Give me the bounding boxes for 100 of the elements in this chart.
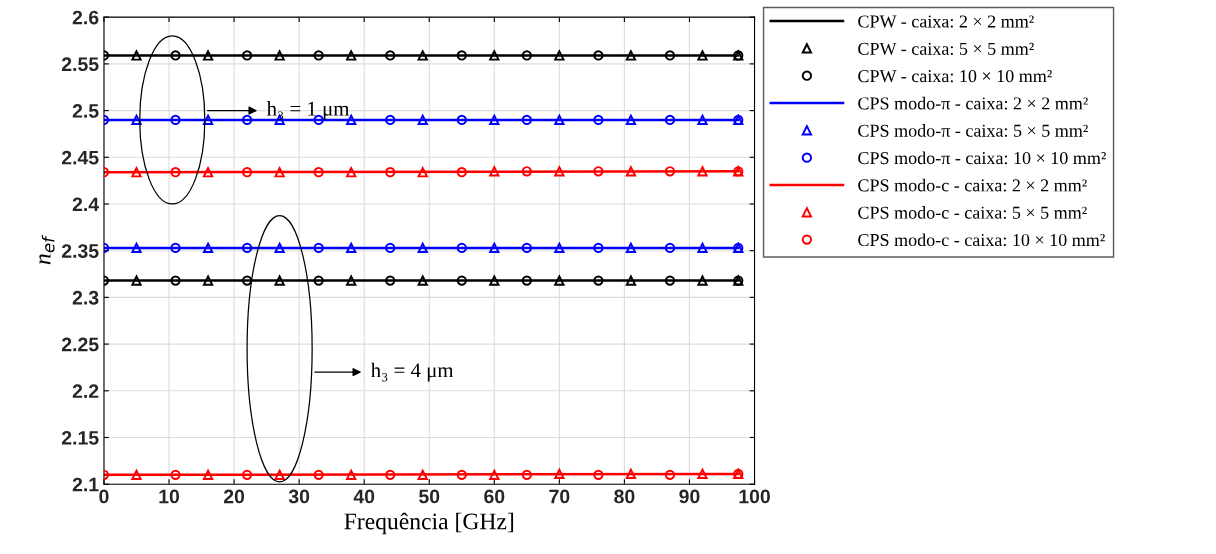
point (131, 50, 142, 61)
point (625, 166, 637, 177)
point (625, 468, 637, 480)
x-tick-label: 80 (614, 489, 635, 504)
point (521, 166, 532, 177)
point (664, 114, 676, 126)
point (489, 275, 500, 286)
point (170, 50, 181, 61)
y-tick-label: 2.5 (72, 104, 99, 118)
y-tick-label: 2.4 (72, 197, 100, 212)
point (417, 114, 428, 126)
x-tick-label: 40 (353, 489, 375, 504)
point (521, 469, 532, 480)
point (625, 50, 637, 61)
point (456, 50, 467, 61)
x-tick-label: 100 (739, 489, 770, 504)
point (554, 50, 565, 61)
point (625, 114, 637, 126)
point (554, 242, 565, 254)
y-axis-title: n$_{ef}$ (39, 234, 55, 265)
point (625, 275, 637, 286)
x-tick-label: 60 (484, 489, 505, 504)
x-tick-label: 10 (159, 489, 180, 504)
point (417, 469, 428, 480)
point (385, 275, 396, 286)
point (664, 50, 676, 61)
point (274, 469, 285, 480)
point (313, 275, 324, 286)
point (202, 469, 214, 480)
y-tick-label: 2.6 (72, 10, 99, 25)
point (170, 275, 181, 286)
point (593, 469, 604, 480)
y-tick-label: 2.1 (72, 477, 99, 492)
point (313, 469, 324, 480)
point (202, 242, 214, 254)
point (202, 167, 214, 178)
text: CPS modo-π - caixa: 10 × 10 mm² (858, 151, 1106, 165)
point (417, 167, 428, 178)
point (417, 242, 428, 254)
point (385, 167, 396, 178)
point (346, 469, 357, 480)
point (489, 242, 500, 254)
point (554, 275, 565, 286)
point (385, 50, 396, 61)
point (170, 469, 181, 480)
x-axis-title: Frequência [GHz] (344, 512, 514, 535)
point (593, 275, 604, 286)
point (664, 275, 676, 286)
text: CPS modo-c - caixa: 5 × 5 mm² (858, 206, 1087, 219)
point (346, 242, 357, 254)
point (593, 242, 604, 254)
point (170, 242, 181, 254)
annotation: h₃ = 1 μm (266, 101, 350, 121)
point (241, 242, 253, 254)
point (521, 114, 532, 126)
y-tick-label: 2.45 (61, 150, 99, 165)
point (489, 469, 500, 480)
point (131, 167, 142, 178)
point (521, 275, 532, 286)
point (417, 275, 428, 286)
point (489, 166, 500, 177)
point (593, 50, 604, 61)
point (697, 114, 708, 126)
point (202, 114, 214, 126)
point (456, 275, 467, 286)
point (697, 242, 708, 254)
text: CPW - caixa: 5 × 5 mm² (858, 42, 1034, 55)
y-tick-label: 2.3 (72, 290, 99, 305)
text: CPS modo-π - caixa: 5 × 5 mm² (858, 124, 1088, 137)
point (456, 469, 467, 480)
x-tick-label: 50 (419, 489, 440, 504)
point (170, 114, 181, 126)
point (131, 469, 142, 480)
point (664, 469, 676, 480)
legend-label: CPW - caixa: 2 × 2 mm² (858, 15, 1034, 28)
point (131, 242, 142, 254)
point (521, 50, 532, 61)
point (593, 166, 604, 177)
point (385, 114, 396, 126)
point (241, 114, 253, 126)
x-tick-label: 90 (679, 489, 700, 504)
point (170, 167, 181, 178)
point (521, 242, 532, 254)
point (131, 275, 142, 286)
x-tick-label: 30 (288, 489, 310, 504)
y-tick-label: 2.15 (61, 430, 99, 445)
y-tick-label: 2.2 (72, 384, 99, 398)
point (385, 242, 396, 254)
point (554, 468, 565, 480)
point (456, 167, 467, 178)
point (554, 114, 565, 126)
point (346, 167, 357, 178)
point (697, 166, 708, 177)
point (489, 114, 500, 126)
point (274, 275, 285, 286)
point (554, 166, 565, 177)
point (417, 50, 428, 61)
point (274, 50, 285, 61)
point (202, 50, 214, 61)
point (456, 242, 467, 254)
